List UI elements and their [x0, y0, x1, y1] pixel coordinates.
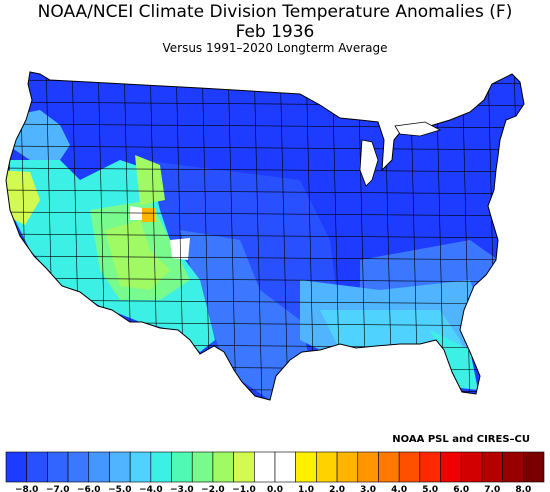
legend-tick-label: −2.0 [201, 485, 224, 492]
map-caption: Versus 1991–2020 Longterm Average [162, 41, 388, 55]
legend-swatch [357, 451, 379, 483]
legend-tick-label: 5.0 [422, 485, 438, 492]
division-line [6, 189, 524, 195]
legend-swatch [67, 451, 90, 483]
legend-swatch [47, 451, 69, 483]
legend-swatch [233, 451, 255, 483]
legend-swatch [254, 451, 276, 483]
legend-swatch [419, 451, 441, 483]
division-line [6, 255, 524, 261]
color-legend: −8.0 −7.0 −6.0 −5.0 −4.0 −3.0 −2.0 −1.0 0.0 1.0 2.… [5, 451, 545, 492]
legend-tick-label: 4.0 [391, 485, 407, 492]
legend-swatch [316, 451, 338, 483]
legend-tick-label: −4.0 [139, 485, 162, 492]
division-line [6, 211, 524, 217]
division-line [6, 167, 524, 173]
legend-swatch [5, 451, 27, 483]
legend-swatch [191, 451, 214, 483]
division-line [6, 145, 524, 151]
legend-swatch [460, 451, 483, 483]
legend-swatch [481, 451, 503, 483]
legend-tick-label: −1.0 [232, 485, 255, 492]
legend-tick-label: −5.0 [108, 485, 131, 492]
region-orange-wyoming [142, 208, 155, 222]
legend-swatch [150, 451, 172, 483]
legend-tick-label: −6.0 [77, 485, 100, 492]
region-lime-utah [105, 220, 170, 290]
legend-swatch [129, 451, 152, 483]
division-line [6, 233, 524, 239]
legend-ticks: −8.0 −7.0 −6.0 −5.0 −4.0 −3.0 −2.0 −1.0 0.0 1.0 2.… [15, 485, 531, 492]
region-aqua-florida [430, 330, 478, 390]
region-light-blue-northwest [12, 110, 70, 160]
division-line [6, 277, 524, 283]
legend-tick-label: 3.0 [360, 485, 376, 492]
us-anomaly-map [5, 71, 525, 401]
division-line [253, 72, 263, 400]
legend-swatch [523, 451, 545, 483]
legend-swatch [440, 451, 462, 483]
legend-swatch [378, 451, 400, 483]
division-line [6, 123, 524, 129]
legend-tick-label: 1.0 [298, 485, 314, 492]
legend-swatches [5, 451, 545, 483]
legend-tick-label: 0.0 [267, 485, 283, 492]
legend-swatch [502, 451, 524, 483]
legend-swatch [88, 451, 110, 483]
legend-swatch [171, 451, 193, 483]
legend-swatch [26, 451, 48, 483]
legend-tick-label: 6.0 [453, 485, 469, 492]
division-line [227, 72, 237, 400]
region-lime-idaho [135, 155, 165, 205]
division-line [279, 72, 289, 400]
legend-tick-label: 2.0 [329, 485, 345, 492]
legend-tick-label: −3.0 [170, 485, 193, 492]
legend-tick-label: −8.0 [15, 485, 38, 492]
lake-michigan [359, 139, 379, 187]
credit-label: NOAA PSL and CIRES–CU [392, 434, 530, 445]
map-title: NOAA/NCEI Climate Division Temperature A… [37, 2, 513, 22]
division-line [201, 72, 211, 400]
map-subtitle: Feb 1936 [235, 22, 315, 42]
legend-swatch [295, 451, 317, 483]
lake-huron [394, 121, 442, 137]
legend-swatch [398, 451, 421, 483]
legend-tick-label: 8.0 [515, 485, 531, 492]
legend-swatch [336, 451, 359, 483]
region-white-colorado [170, 238, 190, 260]
division-line [305, 72, 315, 400]
legend-tick-label: −7.0 [46, 485, 69, 492]
legend-swatch [212, 451, 234, 483]
climate-division-boundaries [6, 72, 524, 400]
legend-swatch [274, 451, 296, 483]
region-mid-blue [180, 230, 310, 400]
legend-tick-label: 7.0 [484, 485, 500, 492]
legend-swatch [109, 451, 131, 483]
